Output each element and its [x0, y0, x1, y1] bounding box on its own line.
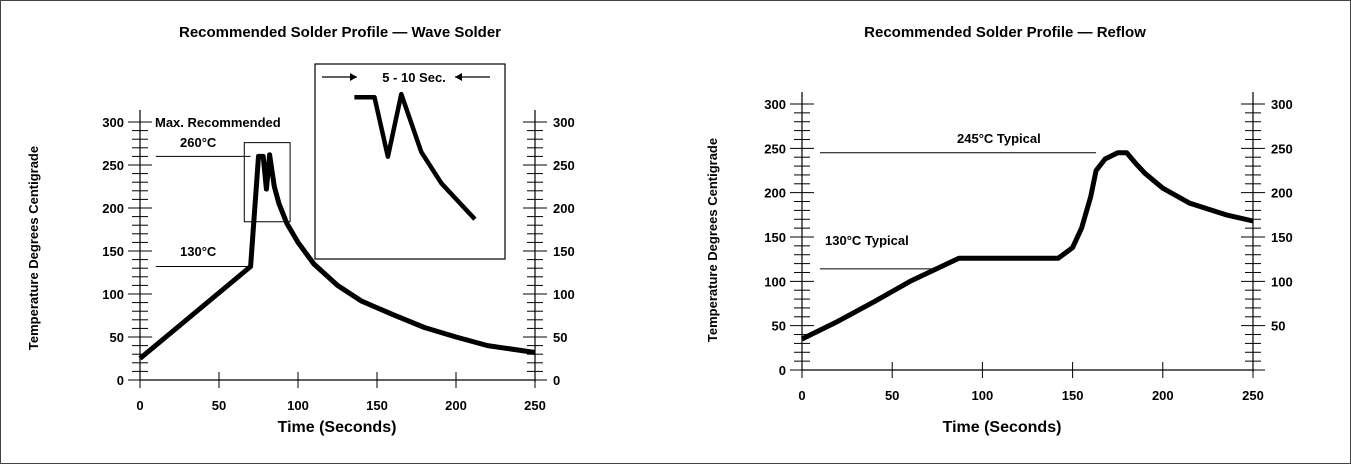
preheat-temp-label: 130°C: [180, 244, 217, 259]
wave-x-axis-label: Time (Seconds): [278, 419, 397, 436]
y-tick-label-left: 250: [764, 141, 786, 156]
x-tick-label: 50: [212, 398, 226, 413]
y-tick-label-right: 200: [553, 201, 575, 216]
peak-zoom-box: [243, 142, 291, 223]
y-tick-label-left: 50: [772, 319, 786, 334]
inset-duration-label: 5 - 10 Sec.: [382, 70, 446, 85]
reflow-chart: Recommended Solder Profile — Reflow Temp…: [705, 24, 1293, 436]
y-tick-label-left: 100: [102, 287, 124, 302]
x-tick-label: 50: [885, 388, 899, 403]
peak-inset-frame: [314, 63, 506, 260]
x-tick-label: 150: [366, 398, 388, 413]
x-tick-label: 150: [1062, 388, 1084, 403]
peak-temp-label: 245°C Typical: [957, 131, 1041, 146]
wave-chart-title: Recommended Solder Profile — Wave Solder: [179, 24, 501, 41]
inset-arrowhead-right: [455, 73, 462, 81]
x-tick-label: 0: [798, 388, 805, 403]
soak-temp-label: 130°C Typical: [825, 233, 909, 248]
y-tick-label-left: 0: [117, 373, 124, 388]
x-tick-label: 100: [287, 398, 309, 413]
y-tick-label-right: 200: [1271, 186, 1293, 201]
wave-series-line: [138, 152, 536, 361]
inset-arrowhead-left: [350, 73, 357, 81]
y-tick-label-left: 100: [764, 274, 786, 289]
y-tick-label-left: 50: [110, 330, 124, 345]
inset-series-line: [354, 91, 477, 221]
max-recommended-label: Max. Recommended: [155, 115, 281, 130]
y-tick-label-left: 0: [779, 363, 786, 378]
wave-y-axis-label: Temperature Degrees Centigrade: [26, 146, 41, 350]
y-tick-label-right: 250: [553, 158, 575, 173]
y-tick-label-right: 50: [1271, 319, 1285, 334]
y-tick-label-left: 200: [102, 201, 124, 216]
y-tick-label-left: 300: [102, 115, 124, 130]
x-tick-label: 200: [445, 398, 467, 413]
reflow-series-line: [800, 150, 1254, 342]
y-tick-label-left: 200: [764, 186, 786, 201]
x-tick-label: 100: [972, 388, 994, 403]
x-tick-label: 250: [524, 398, 546, 413]
y-tick-label-right: 300: [553, 115, 575, 130]
reflow-x-axis-label: Time (Seconds): [943, 419, 1062, 436]
x-tick-label: 250: [1242, 388, 1264, 403]
y-tick-label-left: 150: [102, 244, 124, 259]
y-tick-label-right: 150: [553, 244, 575, 259]
max-temp-label: 260°C: [180, 135, 217, 150]
reflow-chart-title: Recommended Solder Profile — Reflow: [864, 24, 1146, 41]
y-tick-label-left: 300: [764, 97, 786, 112]
x-tick-label: 200: [1152, 388, 1174, 403]
y-tick-label-right: 100: [553, 287, 575, 302]
y-tick-label-right: 250: [1271, 141, 1293, 156]
y-tick-label-right: 50: [553, 330, 567, 345]
y-tick-label-right: 300: [1271, 97, 1293, 112]
y-tick-label-left: 250: [102, 158, 124, 173]
x-tick-label: 0: [136, 398, 143, 413]
y-tick-label-right: 100: [1271, 274, 1293, 289]
wave-solder-chart: Recommended Solder Profile — Wave Solder…: [26, 24, 575, 436]
y-tick-label-right: 150: [1271, 230, 1293, 245]
y-tick-label-left: 150: [764, 230, 786, 245]
reflow-y-axis-label: Temperature Degrees Centigrade: [705, 138, 720, 342]
y-tick-label-right: 0: [553, 373, 560, 388]
